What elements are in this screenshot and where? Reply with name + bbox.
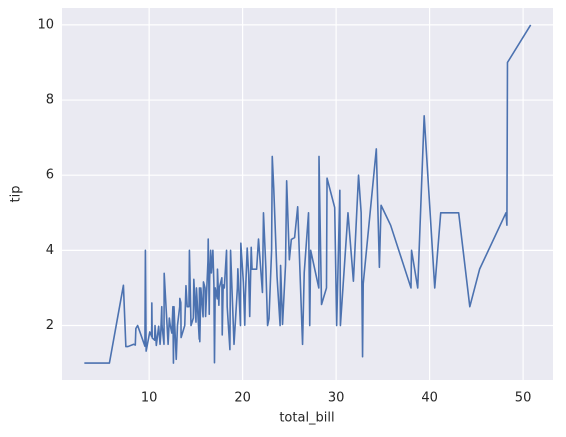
y-tick-label: 4 (46, 243, 54, 258)
x-tick-label: 10 (141, 391, 158, 406)
x-axis-label: total_bill (279, 411, 334, 426)
line (84, 24, 532, 364)
y-tick-label: 2 (46, 318, 54, 333)
y-tick-label: 10 (37, 17, 54, 32)
plot-area (62, 8, 553, 380)
x-tick-label: 30 (328, 391, 345, 406)
y-tick-label: 8 (46, 93, 54, 108)
y-tick-label: 6 (46, 168, 54, 183)
x-tick-label: 20 (234, 391, 251, 406)
x-tick-label: 50 (515, 391, 532, 406)
x-tick-label: 40 (421, 391, 438, 406)
y-axis-label: tip (9, 186, 24, 203)
